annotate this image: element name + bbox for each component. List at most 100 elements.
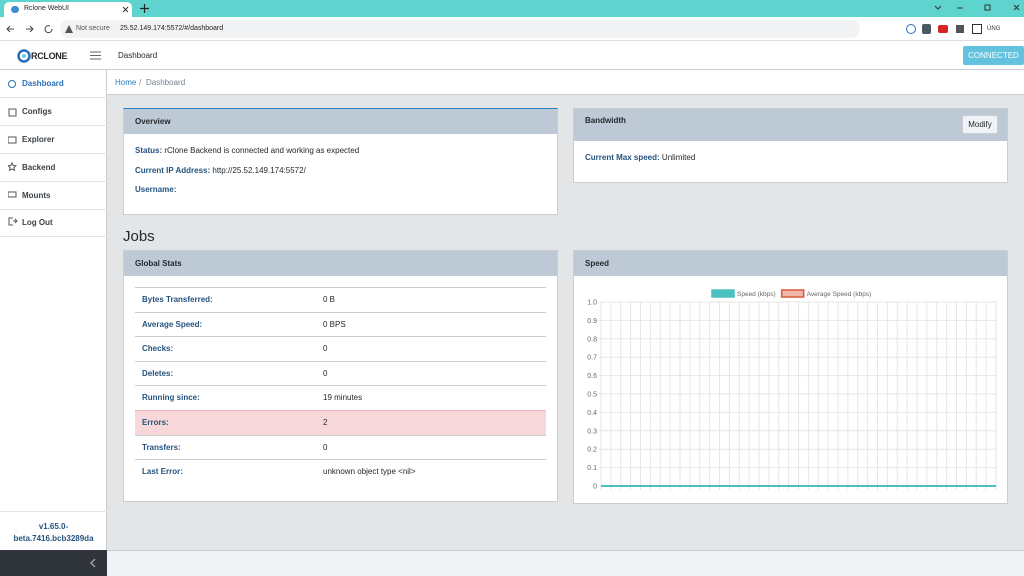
stat-row: Deletes: 0: [135, 360, 546, 386]
stat-value: 0: [323, 344, 328, 354]
header-page[interactable]: Dashboard: [118, 51, 158, 60]
breadcrumb-current: Dashboard: [146, 78, 186, 87]
tab-close[interactable]: [122, 6, 129, 13]
stat-value: 0: [323, 368, 328, 378]
ext-icon[interactable]: [956, 25, 964, 33]
value: http://25.52.149.174:5572/: [212, 166, 306, 175]
nav-item[interactable]: Dashboard: [0, 70, 107, 98]
legend-label: Average Speed (kbps): [807, 291, 872, 298]
breadcrumb-link[interactable]: Home: [115, 78, 137, 87]
breadcrumb: Home / Dashboard: [107, 70, 1024, 95]
y-tick-label: 0.3: [587, 428, 597, 435]
info-row: Username:: [135, 185, 176, 194]
stat-label: Average Speed:: [142, 319, 203, 329]
chevron: [90, 559, 96, 567]
stat-label: Bytes Transferred:: [142, 295, 213, 304]
stat-value: 0 B: [323, 295, 336, 304]
legend-swatch: [711, 289, 735, 298]
stat-label: Errors:: [142, 418, 169, 427]
new-tab[interactable]: [140, 4, 149, 13]
nav-item[interactable]: Configs: [0, 98, 107, 126]
stat-value: unknown object type <nil>: [323, 467, 416, 477]
info-row: Status: rClone Backend is connected and …: [135, 146, 359, 155]
y-tick-label: 1.0: [587, 300, 597, 307]
card-header: Bandwidth: [574, 109, 1007, 141]
stat-row: Bytes Transferred: 0 B: [135, 287, 546, 312]
nav-buttons[interactable]: [6, 24, 56, 34]
label: Current Max speed:: [585, 153, 660, 162]
card-header: Overview: [124, 109, 557, 134]
label: Username:: [135, 185, 177, 194]
stat-label: Deletes:: [142, 368, 174, 378]
nav-item[interactable]: Explorer: [0, 126, 107, 154]
value: rClone Backend is connected and working …: [164, 146, 360, 155]
overview-card: Overview Status: rClone Backend is conne…: [123, 108, 558, 215]
label: Status:: [135, 146, 163, 155]
stat-label: Transfers:: [142, 442, 181, 452]
breadcrumb-separator: /: [139, 78, 142, 87]
global-stats-card: Global Stats Bytes Transferred: 0 B Averag…: [123, 250, 558, 502]
tab[interactable]: Rclone WebUI: [4, 2, 132, 17]
y-tick-label: 0: [593, 484, 597, 491]
sidebar: Dashboard Configs Explorer Backend Mount…: [0, 70, 107, 550]
address-bar: Not secure 25.52.149.174:5572/#/dashboar…: [0, 17, 1024, 41]
app-header: RCLONE Dashboard CONNECTED: [0, 41, 1024, 70]
stat-row: Running since: 19 minutes: [135, 385, 546, 410]
ext-icon[interactable]: [938, 25, 948, 33]
omnibox[interactable]: Not secure 25.52.149.174:5572/#/dashboar…: [60, 20, 860, 38]
nav-icons: [8, 80, 18, 226]
stat-label: Running since:: [142, 393, 200, 403]
legend-swatch: [780, 289, 805, 298]
menu-toggle[interactable]: [90, 51, 101, 60]
ext-icon[interactable]: [922, 24, 931, 34]
profile[interactable]: ÚNG: [987, 26, 1001, 32]
url: 25.52.149.174:5572/#/dashboard: [120, 25, 224, 32]
brand: RCLONE: [31, 51, 68, 61]
stat-value: 2: [323, 418, 328, 427]
warning-icon: [65, 25, 73, 33]
ext-icon[interactable]: [906, 24, 916, 34]
stat-value: 19 minutes: [323, 393, 363, 403]
stat-row: Average Speed: 0 BPS: [135, 311, 546, 337]
nav-item[interactable]: Backend: [0, 154, 107, 182]
version: v1.65.0-beta.7416.bcb3289da: [0, 511, 107, 550]
extensions: ÚNG: [868, 24, 1008, 34]
stat-value: 0: [323, 442, 328, 452]
status-button[interactable]: CONNECTED: [963, 46, 1024, 65]
tab-bar: Rclone WebUI: [0, 0, 1024, 17]
side-panel[interactable]: [972, 24, 982, 34]
stat-row: Errors: 2: [135, 410, 546, 435]
stat-row: Last Error: unknown object type <nil>: [135, 459, 546, 484]
window-controls[interactable]: [930, 3, 1020, 13]
nav-item[interactable]: Mounts: [0, 182, 107, 210]
y-tick-label: 0.7: [587, 355, 597, 362]
modify-button[interactable]: Modify: [962, 115, 998, 134]
card-header: Speed: [574, 251, 1007, 276]
y-tick-label: 0.9: [587, 318, 597, 325]
y-tick-label: 0.1: [587, 465, 597, 472]
stat-value: 0 BPS: [323, 319, 346, 329]
nav-item[interactable]: Log Out: [0, 209, 107, 237]
card-header: Global Stats: [124, 251, 557, 276]
info-row: Current IP Address: http://25.52.149.174…: [135, 166, 306, 175]
value: Unlimited: [661, 153, 696, 162]
label: Current IP Address:: [135, 166, 211, 175]
y-tick-label: 0.6: [587, 373, 597, 380]
stat-label: Last Error:: [142, 467, 183, 477]
info-row: Current Max speed: Unlimited: [585, 153, 695, 162]
legend-label: Speed (kbps): [737, 291, 776, 298]
y-tick-label: 0.8: [587, 336, 597, 343]
y-tick-label: 0.2: [587, 447, 597, 454]
speed-chart: 0 0.1 0.2 0.3 0.4 0.5 0.6 0.7 0.8 0.9 1.0 Speed (kb…: [587, 289, 997, 491]
y-tick-label: 0.5: [587, 392, 597, 399]
brand-logo: [17, 49, 31, 63]
stat-row: Transfers: 0: [135, 434, 546, 460]
footer: [107, 550, 1024, 576]
sidebar-minimizer[interactable]: [0, 550, 107, 576]
stat-row: Checks: 0: [135, 336, 546, 361]
tab-title: Rclone WebUI: [24, 5, 70, 12]
jobs-heading: Jobs: [123, 228, 155, 245]
stat-label: Checks:: [142, 344, 174, 354]
security-label: Not secure: [76, 25, 110, 32]
